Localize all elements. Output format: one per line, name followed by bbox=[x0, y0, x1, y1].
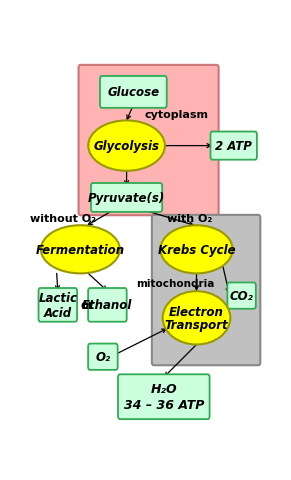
Text: cytoplasm: cytoplasm bbox=[144, 110, 208, 120]
FancyBboxPatch shape bbox=[210, 132, 257, 160]
FancyBboxPatch shape bbox=[91, 184, 162, 213]
Ellipse shape bbox=[88, 121, 165, 171]
Text: Transport: Transport bbox=[165, 318, 228, 331]
FancyBboxPatch shape bbox=[79, 66, 219, 216]
FancyBboxPatch shape bbox=[88, 344, 118, 370]
Text: mitochondria: mitochondria bbox=[136, 278, 215, 288]
Ellipse shape bbox=[163, 291, 230, 345]
Text: Lactic
Acid: Lactic Acid bbox=[38, 291, 77, 319]
Text: Electron: Electron bbox=[169, 305, 224, 318]
Text: with O₂: with O₂ bbox=[167, 214, 212, 223]
Ellipse shape bbox=[160, 226, 233, 274]
Text: Krebs Cycle: Krebs Cycle bbox=[158, 243, 235, 256]
Ellipse shape bbox=[41, 226, 120, 274]
FancyBboxPatch shape bbox=[88, 288, 127, 322]
Text: 34 – 36 ATP: 34 – 36 ATP bbox=[124, 398, 204, 411]
Text: Glycolysis: Glycolysis bbox=[94, 140, 159, 153]
Text: Pyruvate(s): Pyruvate(s) bbox=[88, 192, 165, 204]
Text: H₂O: H₂O bbox=[150, 382, 177, 395]
Text: or: or bbox=[81, 299, 95, 312]
Text: 2 ATP: 2 ATP bbox=[215, 140, 252, 153]
Text: CO₂: CO₂ bbox=[230, 289, 253, 302]
Text: without O₂: without O₂ bbox=[31, 214, 96, 223]
FancyBboxPatch shape bbox=[100, 77, 167, 108]
Text: Ethanol: Ethanol bbox=[82, 299, 133, 312]
Text: O₂: O₂ bbox=[95, 350, 111, 363]
Text: Fermentation: Fermentation bbox=[36, 243, 125, 256]
Text: Glucose: Glucose bbox=[107, 86, 159, 99]
FancyBboxPatch shape bbox=[38, 288, 77, 322]
FancyBboxPatch shape bbox=[227, 283, 256, 309]
FancyBboxPatch shape bbox=[118, 374, 210, 419]
FancyBboxPatch shape bbox=[152, 216, 260, 365]
